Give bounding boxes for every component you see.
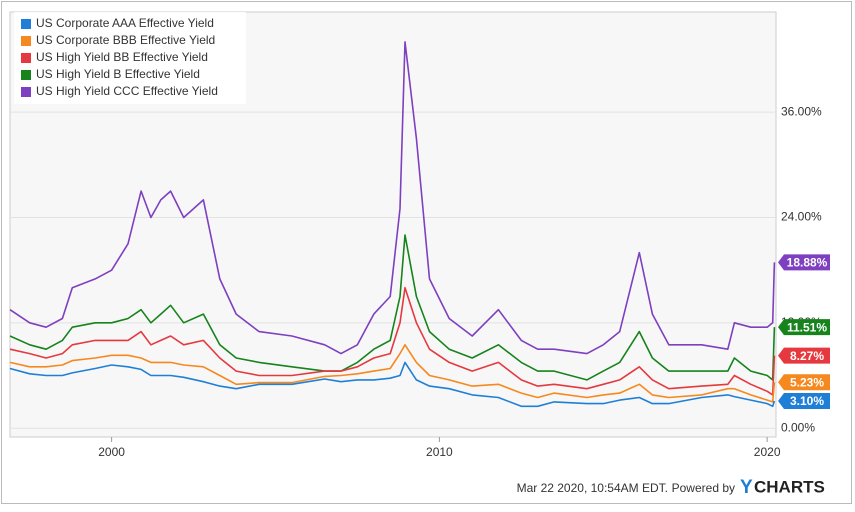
footer-powered: Powered by xyxy=(672,481,735,495)
value-tag xyxy=(778,319,830,336)
brand-y: Y xyxy=(740,477,753,498)
legend-label: US Corporate BBB Effective Yield xyxy=(36,33,215,47)
legend-box xyxy=(14,12,246,104)
value-label: 3.10% xyxy=(790,394,824,408)
legend-swatch xyxy=(21,87,31,97)
brand-rest: CHARTS xyxy=(754,477,825,496)
series-line xyxy=(9,361,776,408)
x-tick-label: 2020 xyxy=(754,445,781,459)
y-tick-label: 24.00% xyxy=(781,210,822,224)
legend-swatch xyxy=(21,19,31,29)
legend-label: US Corporate AAA Effective Yield xyxy=(36,16,214,30)
footer-timestamp: Mar 22 2020, 10:54AM EDT. xyxy=(517,481,668,495)
x-tick-label: 2000 xyxy=(98,445,125,459)
value-label: 5.23% xyxy=(790,375,824,389)
legend-label: US High Yield BB Effective Yield xyxy=(36,50,208,64)
y-tick-label: 0.00% xyxy=(781,420,815,434)
legend-label: US High Yield CCC Effective Yield xyxy=(36,84,218,98)
legend-swatch xyxy=(21,70,31,80)
value-tag xyxy=(778,374,830,391)
series-line xyxy=(9,234,776,381)
series-line xyxy=(9,344,776,403)
value-tag xyxy=(778,392,830,409)
series-line xyxy=(9,41,776,355)
legend-swatch xyxy=(21,36,31,46)
value-tag xyxy=(778,347,830,364)
legend-swatch xyxy=(21,53,31,63)
series-line xyxy=(9,286,776,396)
legend-label: US High Yield B Effective Yield xyxy=(36,67,200,81)
x-tick-label: 2010 xyxy=(426,445,453,459)
value-label: 8.27% xyxy=(790,349,824,363)
y-tick-label: 36.00% xyxy=(781,104,822,118)
value-label: 11.51% xyxy=(787,320,827,334)
value-tag xyxy=(778,254,830,271)
value-label: 18.88% xyxy=(787,256,828,270)
